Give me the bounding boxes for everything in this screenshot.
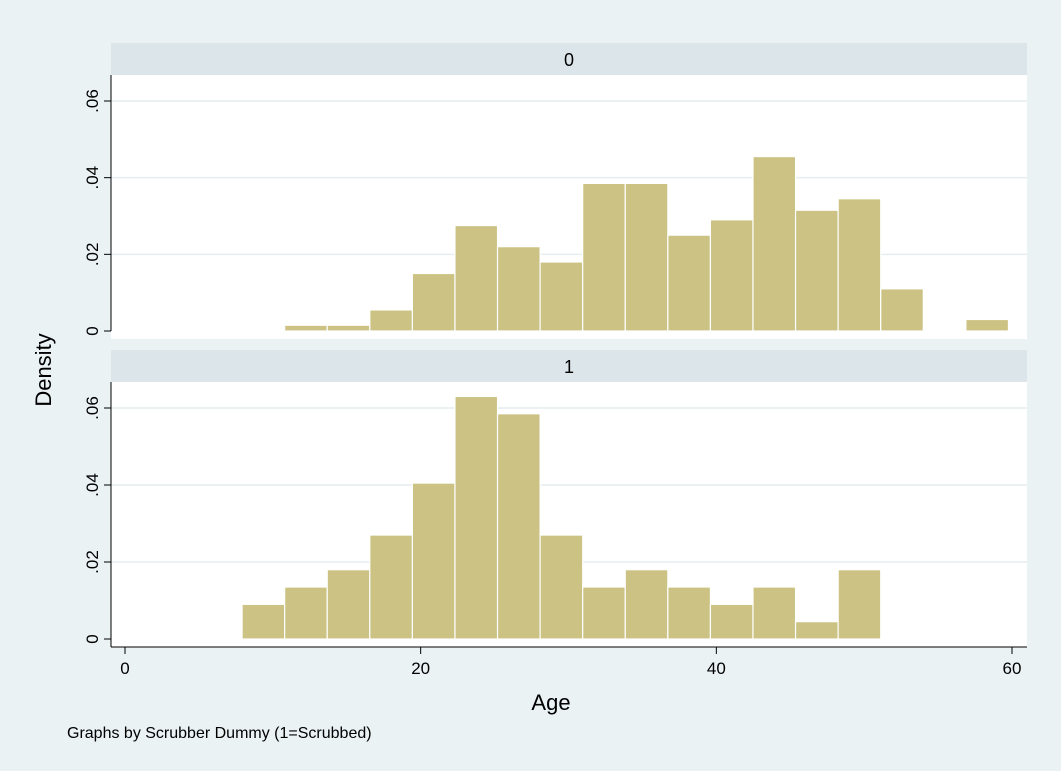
histogram-bar: [965, 318, 1010, 332]
histogram-bar: [709, 219, 754, 332]
panel-0: 0 0 .02 .04 .06: [83, 43, 1027, 339]
histogram-bar: [411, 482, 456, 640]
y-axis-title: Density: [31, 333, 56, 406]
panel-header: [111, 43, 1027, 75]
histogram-bar: [624, 569, 669, 640]
histogram-bar: [667, 234, 712, 332]
histogram-bar: [326, 569, 371, 640]
histogram-bar: [837, 569, 882, 640]
histogram-bar: [496, 246, 541, 332]
histogram-bar: [369, 309, 413, 332]
histogram-bar: [709, 603, 754, 640]
x-tick-label: 20: [411, 659, 430, 678]
histogram-bar: [284, 324, 328, 332]
histogram-bar: [794, 621, 839, 640]
y-tick-label: .02: [83, 243, 102, 267]
y-tick-label: 0: [83, 634, 102, 643]
x-tick-label: 40: [707, 659, 726, 678]
panel-1: 1 0 .02 .04 .06: [83, 350, 1027, 647]
x-tick-label: 60: [1003, 659, 1022, 678]
histogram-bar: [667, 586, 712, 640]
histogram-bar: [241, 603, 286, 640]
histogram-bar: [539, 261, 584, 332]
panel-header: [111, 350, 1027, 382]
histogram-bar: [582, 182, 626, 332]
y-tick-label: .04: [83, 166, 102, 190]
x-axis: 0 20 40 60: [111, 646, 1027, 678]
panels-layer: 0 0 .02 .04 .06 1 0 .02 .04 .06: [83, 43, 1027, 647]
histogram-bar: [369, 534, 413, 640]
y-tick-label: .04: [83, 473, 102, 497]
x-tick-label: 0: [120, 659, 129, 678]
histogram-bar: [411, 272, 456, 332]
histogram-bar: [454, 395, 499, 640]
graphs-by-note: Graphs by Scrubber Dummy (1=Scrubbed): [67, 725, 372, 742]
histogram-bar: [496, 413, 541, 640]
histogram-bar: [837, 198, 882, 332]
histogram-bar: [880, 288, 924, 332]
histogram-bar: [582, 586, 626, 640]
y-tick-label: 0: [83, 326, 102, 335]
x-axis-title: Age: [531, 690, 570, 715]
histogram-bar: [752, 586, 797, 640]
y-tick-label: .06: [83, 89, 102, 113]
y-tick-label: .02: [83, 550, 102, 574]
histogram-bar: [794, 209, 839, 332]
panel-title: 0: [564, 50, 574, 70]
histogram-bar: [454, 224, 499, 332]
histogram-bar: [752, 155, 797, 332]
histogram-bar: [624, 182, 669, 332]
histogram-bar: [539, 534, 584, 640]
histogram-bar: [284, 586, 328, 640]
histogram-bar: [326, 324, 371, 332]
y-tick-label: .06: [83, 396, 102, 420]
panel-title: 1: [564, 357, 574, 377]
